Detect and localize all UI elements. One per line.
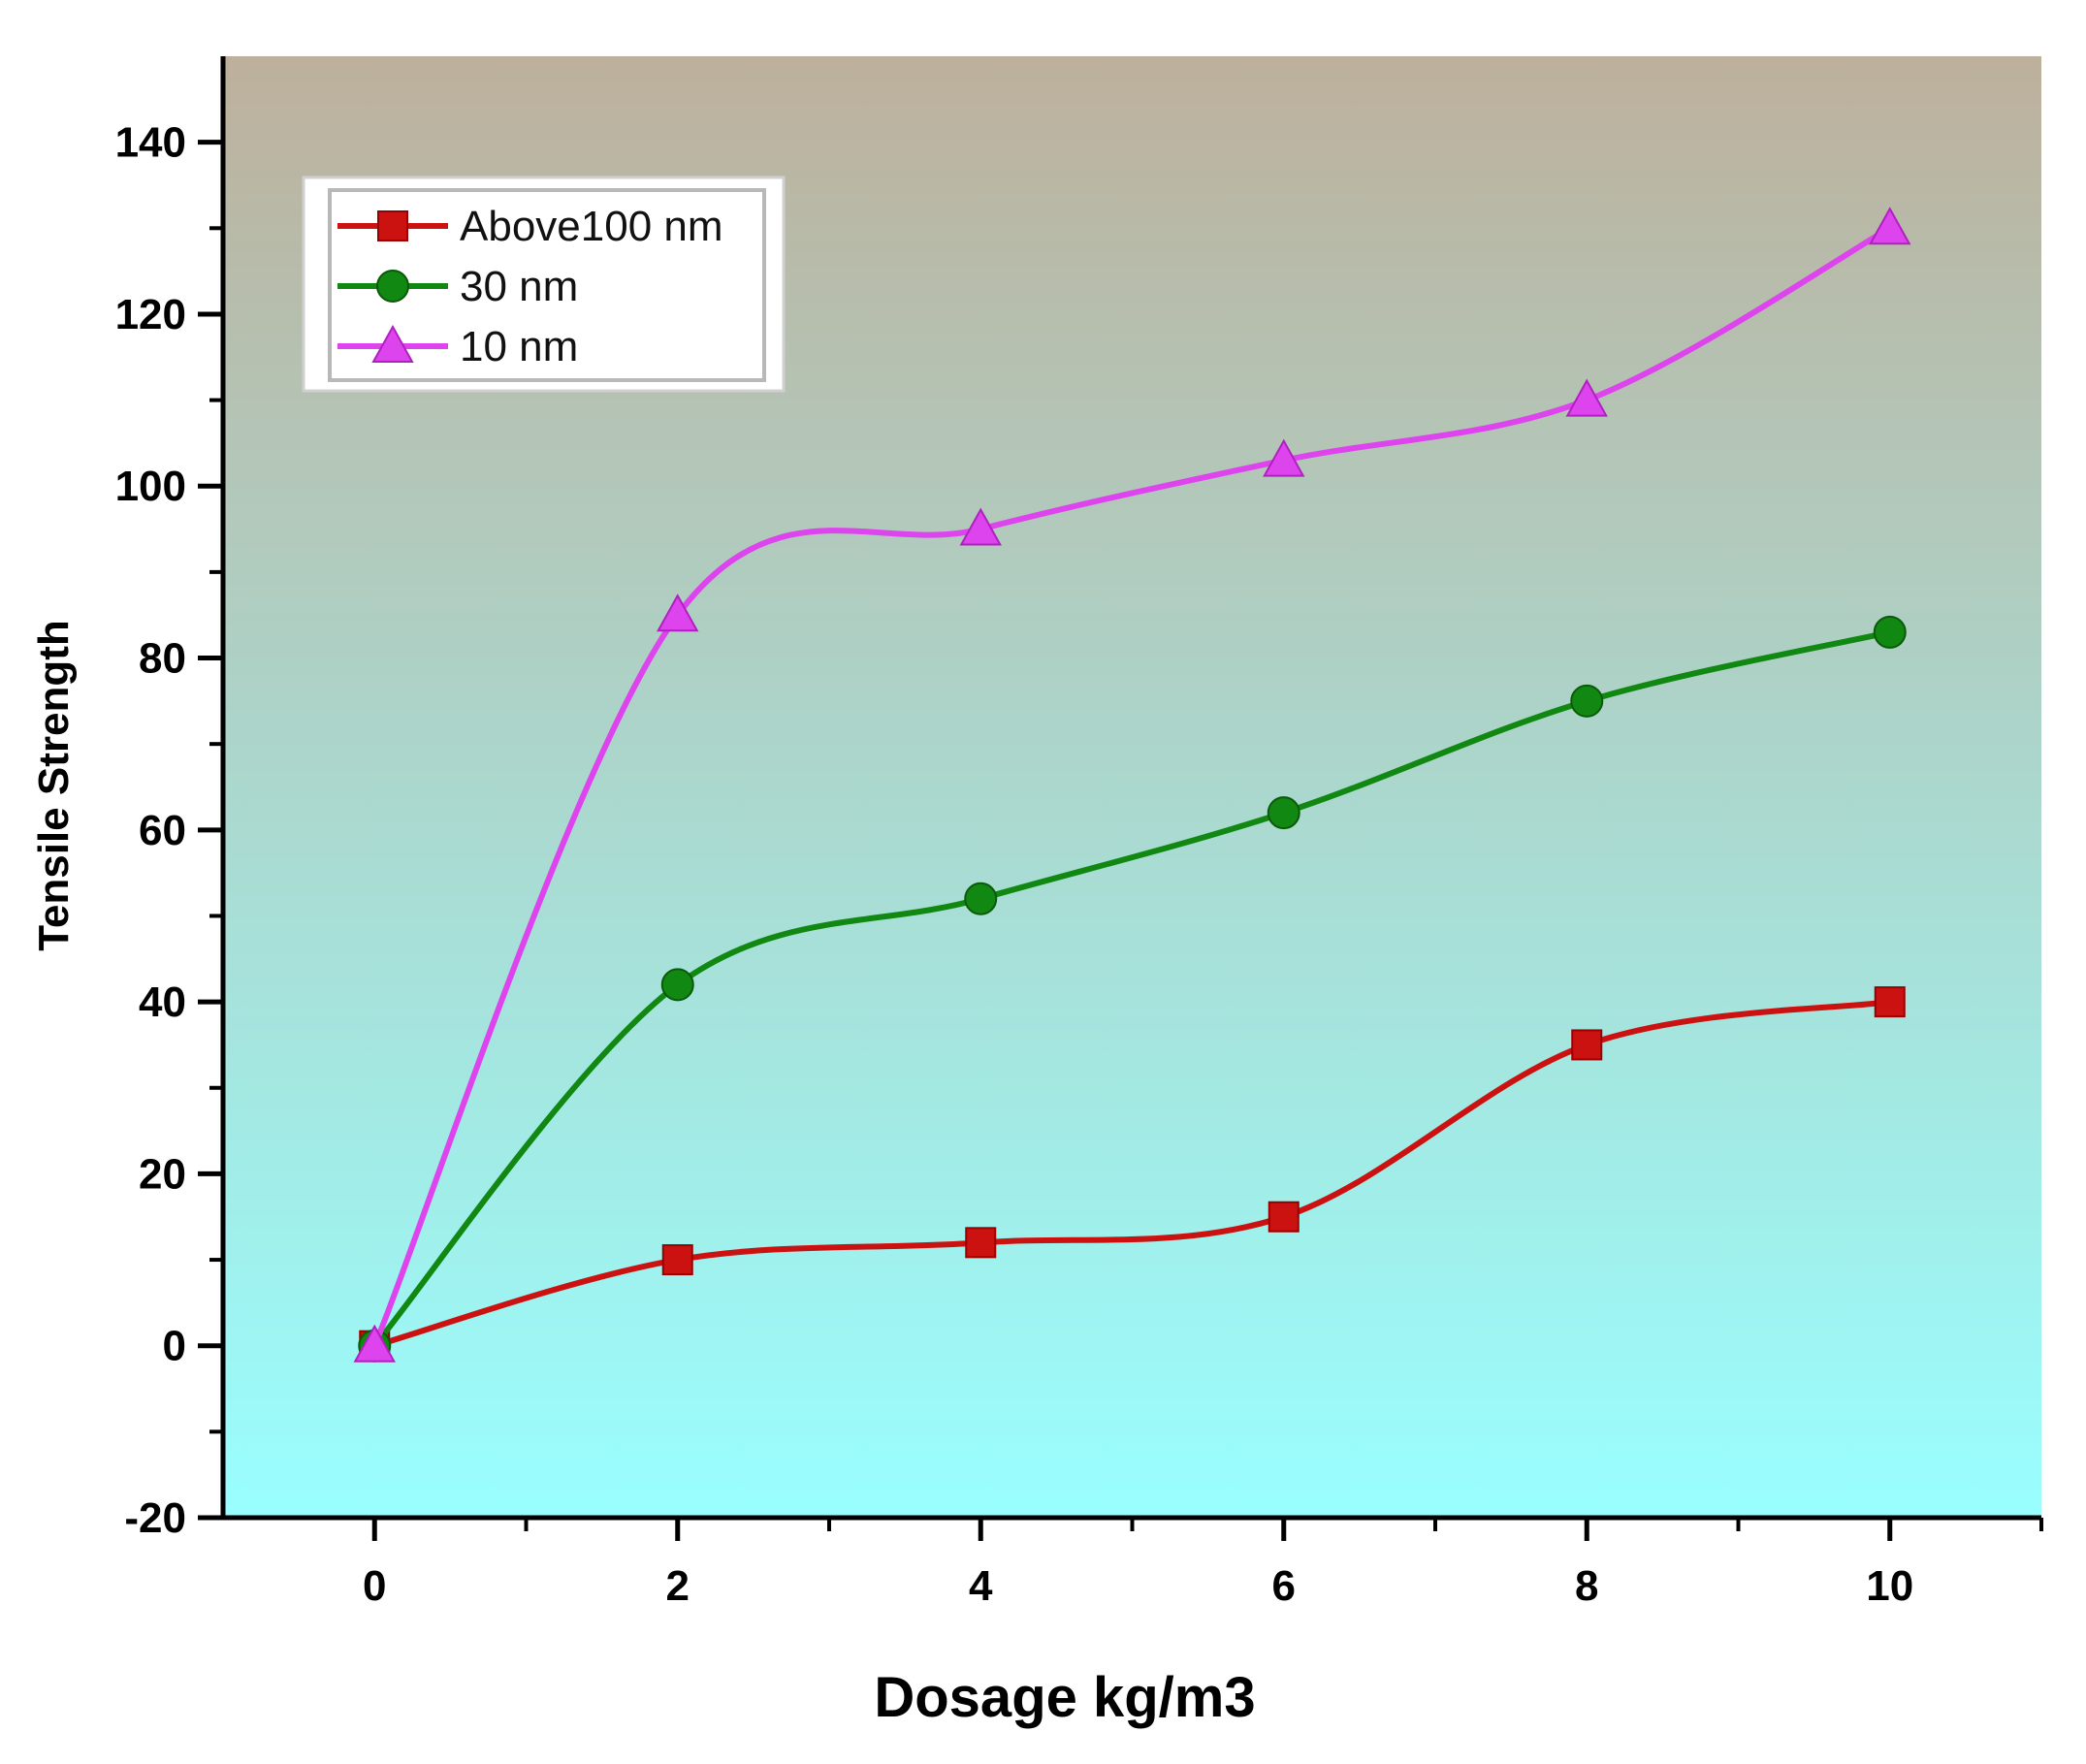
x-tick-label: 0	[363, 1562, 386, 1610]
data-point	[660, 968, 694, 1002]
legend: Above100 nm 30 nm 10 nm	[302, 176, 786, 393]
legend-marker	[371, 324, 414, 363]
data-point	[661, 1244, 693, 1276]
legend-label: 10 nm	[460, 323, 578, 370]
y-tick-label: -20	[124, 1494, 186, 1542]
data-point	[1263, 438, 1305, 477]
y-tick-label: 80	[139, 635, 186, 683]
data-point	[1570, 684, 1604, 718]
data-point	[353, 1324, 396, 1363]
legend-entry: Above100 nm	[337, 203, 723, 250]
y-tick-label: 100	[115, 463, 186, 510]
x-tick-label: 6	[1272, 1562, 1296, 1610]
data-point	[1874, 986, 1906, 1018]
x-axis-title: Dosage kg/m3	[874, 1666, 1255, 1729]
series-10-nm	[353, 207, 1911, 1363]
series-line	[371, 225, 1892, 1347]
y-tick-label: 140	[115, 119, 186, 167]
legend-marker	[377, 210, 408, 241]
y-tick-label: 40	[139, 978, 186, 1026]
data-point	[1267, 796, 1300, 830]
y-tick-label: 120	[115, 291, 186, 338]
y-tick-label: 0	[163, 1323, 186, 1370]
series-line	[373, 999, 1891, 1349]
x-tick-label: 2	[666, 1562, 690, 1610]
data-point	[657, 593, 699, 632]
legend-label: Above100 nm	[460, 203, 723, 250]
y-tick-label: 20	[139, 1150, 186, 1198]
y-tick-label: 60	[139, 807, 186, 854]
data-point	[965, 1227, 997, 1259]
legend-label: 30 nm	[460, 263, 578, 310]
data-point	[1268, 1201, 1300, 1233]
legend-entry: 10 nm	[337, 323, 578, 370]
data-point	[1571, 1029, 1603, 1061]
data-point	[1565, 378, 1608, 417]
legend-entry: 30 nm	[337, 263, 578, 310]
series-30-nm	[358, 615, 1907, 1363]
x-tick-label: 8	[1575, 1562, 1598, 1610]
x-tick-label: 4	[969, 1562, 993, 1610]
data-point	[1873, 615, 1907, 649]
data-point	[959, 507, 1002, 546]
y-axis-title: Tensile Strength	[30, 620, 78, 950]
series-line	[371, 629, 1891, 1348]
data-point	[1869, 207, 1911, 245]
data-point	[964, 882, 998, 915]
legend-marker	[376, 270, 409, 303]
x-tick-label: 10	[1866, 1562, 1913, 1610]
